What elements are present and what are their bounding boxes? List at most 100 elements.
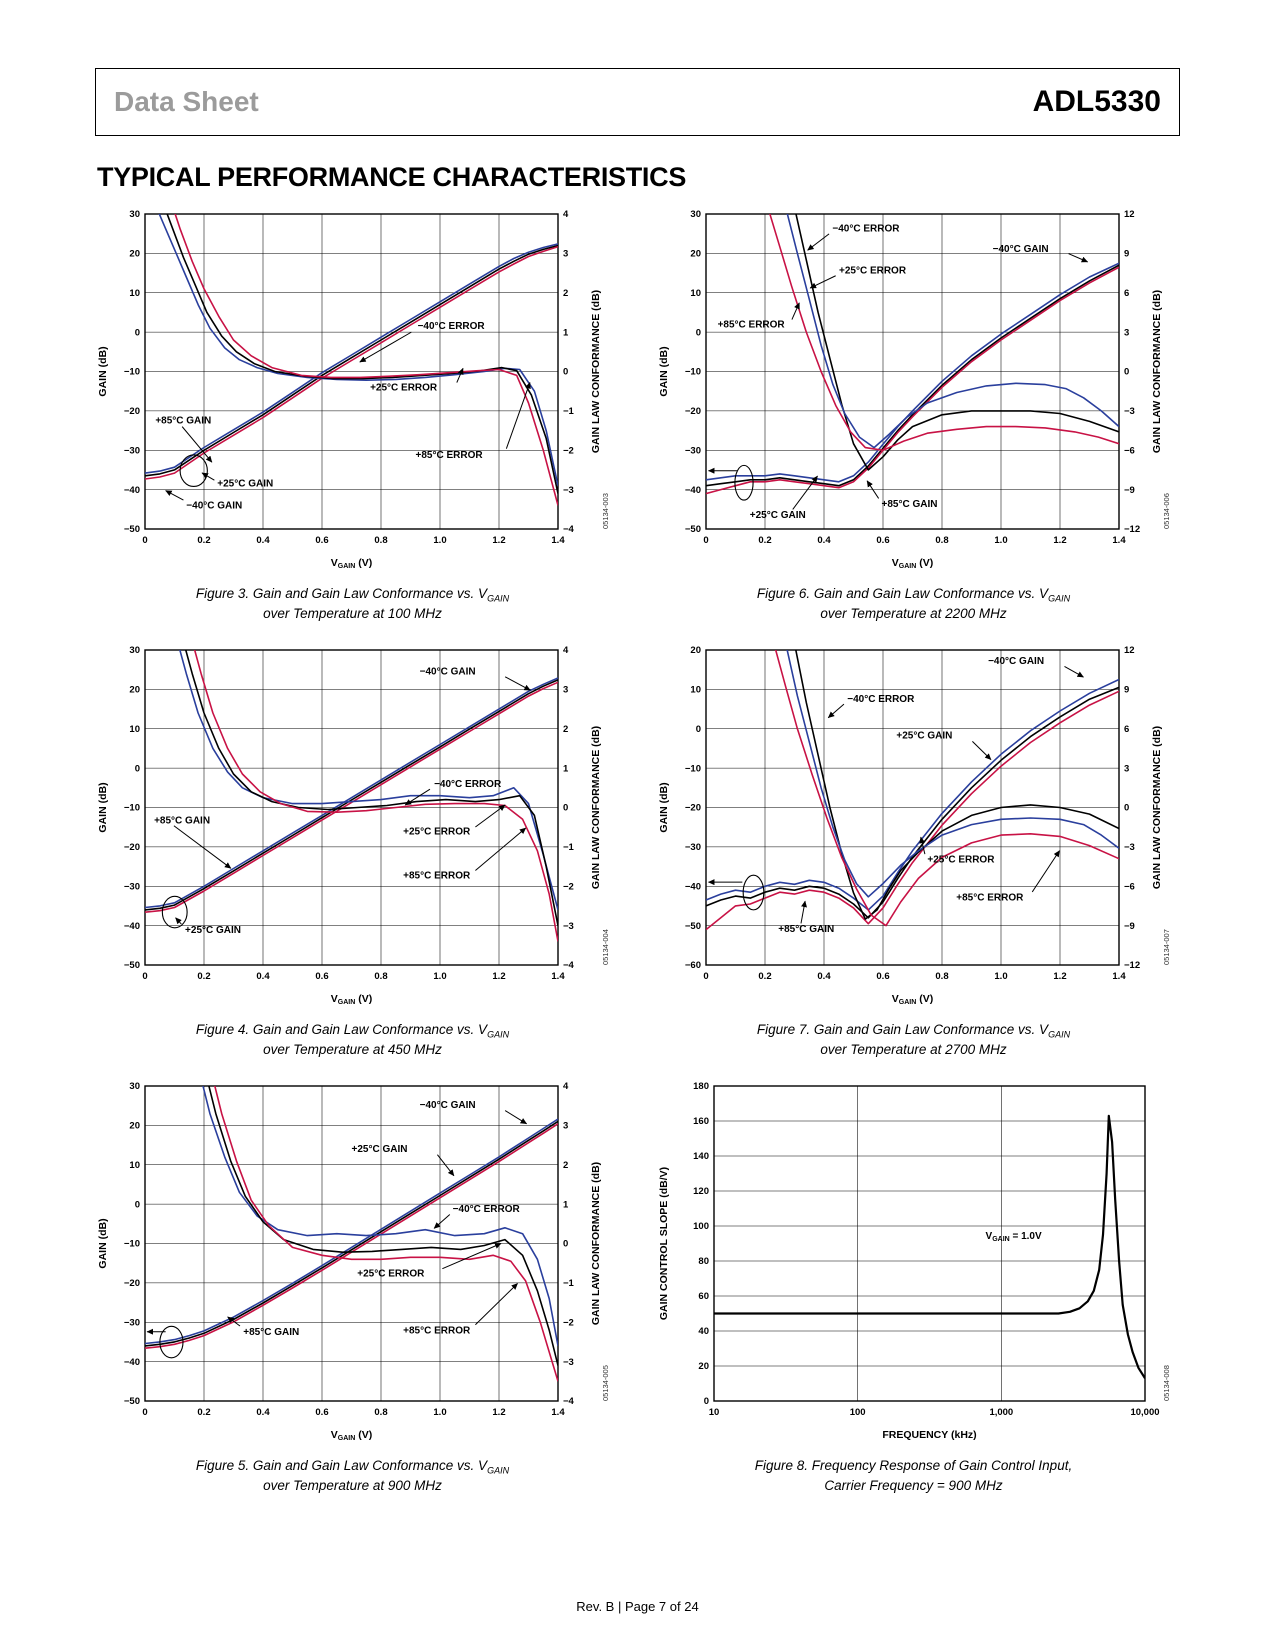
y-tick-label-left: 10 [690,685,701,696]
y-tick-label-left: 60 [698,1291,709,1302]
annotation-arrow [1064,665,1084,678]
series-line [786,650,1119,898]
annotation-arrow [919,836,926,855]
y-axis-label-left: GAIN (dB) [97,782,109,832]
annotation-label: +25°C GAIN [352,1144,408,1155]
x-tick-label: 1.0 [433,535,446,546]
annotation-arrow [807,233,830,251]
x-tick-label: 0.8 [935,971,948,982]
caption-line2: Carrier Frequency = 900 MHz [824,1477,1003,1493]
y-tick-label-left: 10 [690,288,701,299]
x-axis-label: VGAIN (V) [331,993,372,1006]
page-header: Data Sheet ADL5330 [95,68,1180,136]
figure-8: 10 100 1,000 10,000 180 160 140 120 100 80 60 40 20 0… [656,1079,1171,1495]
plot-frame [713,1085,1146,1402]
y-tick-label-right: −1 [563,406,575,417]
annotation-arrow [1031,850,1060,893]
annotation-label: −40°C ERROR [434,779,502,790]
y-axis-label-left: GAIN (dB) [658,346,670,396]
y-tick-label-right: 2 [563,1160,568,1171]
x-tick-label: 1.2 [1053,535,1066,546]
annotation-label: −40°C GAIN [988,656,1044,667]
annotation-label: −40°C GAIN [993,244,1049,255]
y-tick-label-left: 160 [693,1116,709,1127]
y-axis-label-right: GAIN LAW CONFORMANCE (dB) [1151,290,1163,453]
annotation-arrow [437,1154,455,1177]
y-axis-label-left: GAIN (dB) [97,1219,109,1269]
y-tick-label-left: −40 [124,485,140,496]
x-tick-label: 0 [142,535,147,546]
annotation-label: +85°C GAIN [778,924,834,935]
y-tick-label-right: 2 [563,724,568,735]
series-line [145,1120,558,1347]
figure-6-caption: Figure 6. Gain and Gain Law Conformance … [656,585,1171,623]
y-tick-label-right: −3 [563,921,574,932]
y-tick-label-left: 30 [690,209,701,220]
y-tick-label-right: 6 [1124,724,1129,735]
figure-5: 0 0.2 0.4 0.6 0.8 1.0 1.2 1.4 30 20 10 0 −10 −20 −30 −4… [95,1079,610,1495]
x-tick-label: 10,000 [1130,1407,1159,1418]
y-tick-label-left: 0 [696,327,701,338]
x-tick-label: 1.0 [433,971,446,982]
annotation-arrow [359,331,412,363]
plot-frame [144,213,559,530]
x-tick-label: 1.0 [433,1407,446,1418]
caption-text: Figure 7. Gain and Gain Law Conformance … [756,1022,1049,1038]
y-tick-label-left: −10 [124,803,140,814]
series-line [795,650,1119,920]
figure-5-chart: 0 0.2 0.4 0.6 0.8 1.0 1.2 1.43020100−10−20−30−4… [97,1081,610,1442]
y-tick-label-right: 4 [563,1081,569,1092]
series-line [166,214,558,494]
y-tick-label-left: −50 [124,524,140,535]
figure-7: 0 0.2 0.4 0.6 0.8 1.0 1.2 1.4 20 10 0 −10 −20 −30 −40−… [656,643,1171,1059]
annotation-label: VGAIN = 1.0V [986,1231,1042,1243]
x-tick-label: 1.2 [492,971,505,982]
x-tick-label: 0 [142,971,147,982]
y-tick-label-left: −50 [685,524,701,535]
y-tick-label-right: 3 [1124,327,1129,338]
x-axis-label: VGAIN (V) [331,1429,372,1442]
x-tick-label: 0.6 [876,971,889,982]
x-tick-label: 1.0 [994,535,1007,546]
y-tick-label-left: −40 [685,485,701,496]
annotation-arrow [173,825,232,869]
figure-8-caption: Figure 8. Frequency Response of Gain Con… [656,1457,1171,1495]
callout-ellipse [161,895,188,929]
figure-7-caption: Figure 7. Gain and Gain Law Conformance … [656,1021,1171,1059]
y-axis-label-right: GAIN LAW CONFORMANCE (dB) [590,1162,602,1325]
y-tick-label-right: −3 [1124,842,1135,853]
annotation-label: +85°C ERROR [416,450,484,461]
y-tick-label-left: −10 [124,1239,140,1250]
y-tick-label-right: −12 [1124,524,1140,535]
y-tick-label-left: 20 [129,685,140,696]
y-tick-label-right: 2 [563,288,568,299]
y-tick-label-left: 20 [129,249,140,260]
annotation-label: +25°C GAIN [185,925,241,936]
x-tick-label: 0.8 [935,535,948,546]
annotation-arrow [1068,253,1089,263]
y-tick-label-right: −2 [563,445,574,456]
y-tick-label-right: 0 [563,1239,568,1250]
y-tick-label-left: 0 [696,724,701,735]
y-tick-label-right: 3 [1124,763,1129,774]
y-tick-label-right: 3 [563,1121,568,1132]
y-tick-label-left: −30 [124,1318,140,1329]
y-tick-label-left: −20 [685,406,701,417]
y-tick-label-right: −9 [1124,921,1135,932]
caption-line2: over Temperature at 100 MHz [263,605,442,621]
x-tick-label: 1.2 [492,535,505,546]
y-tick-label-left: 0 [135,1199,140,1210]
annotation-arrow [433,1214,451,1229]
annotation-arrow [866,480,880,499]
x-tick-label: 0.2 [758,971,771,982]
page-title: TYPICAL PERFORMANCE CHARACTERISTICS [97,162,687,192]
y-tick-label-left: 30 [129,209,140,220]
figure-7-chart: 0 0.2 0.4 0.6 0.8 1.0 1.2 1.420100−10−20−30−40−… [658,645,1171,1006]
series-line [706,686,1119,919]
right-column: 0 0.2 0.4 0.6 0.8 1.0 1.2 1.4 30 20 10 0 −10 −20 −30 −4… [656,207,1171,1515]
x-tick-label: 0.6 [315,971,328,982]
annotation-arrow [181,426,213,463]
y-tick-label-right: −6 [1124,881,1135,892]
x-tick-label: 1.4 [551,971,565,982]
figure-4-caption: Figure 4. Gain and Gain Law Conformance … [95,1021,610,1059]
